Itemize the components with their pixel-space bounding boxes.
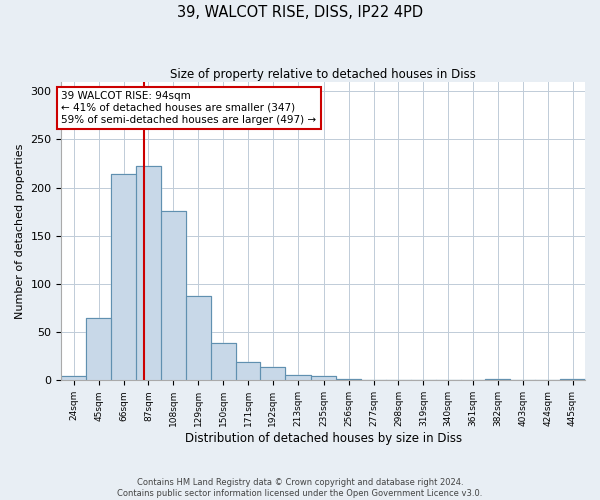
Y-axis label: Number of detached properties: Number of detached properties (15, 144, 25, 318)
X-axis label: Distribution of detached houses by size in Diss: Distribution of detached houses by size … (185, 432, 462, 445)
Text: Contains HM Land Registry data © Crown copyright and database right 2024.
Contai: Contains HM Land Registry data © Crown c… (118, 478, 482, 498)
Title: Size of property relative to detached houses in Diss: Size of property relative to detached ho… (170, 68, 476, 80)
Text: 39 WALCOT RISE: 94sqm
← 41% of detached houses are smaller (347)
59% of semi-det: 39 WALCOT RISE: 94sqm ← 41% of detached … (61, 92, 317, 124)
Text: 39, WALCOT RISE, DISS, IP22 4PD: 39, WALCOT RISE, DISS, IP22 4PD (177, 5, 423, 20)
